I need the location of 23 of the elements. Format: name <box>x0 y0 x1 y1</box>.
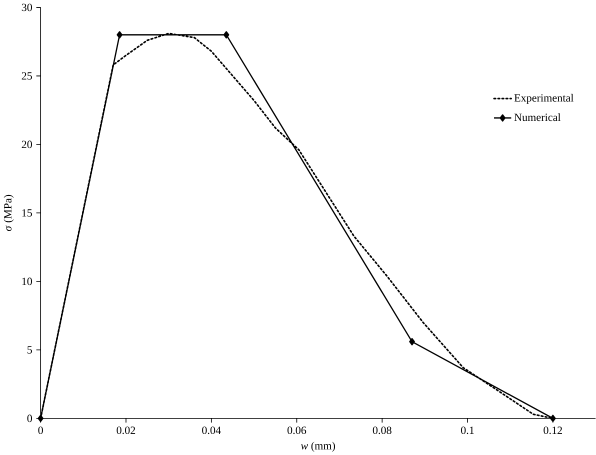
x-tick-label: 0.12 <box>544 426 562 434</box>
point <box>38 414 44 422</box>
y-tick-label: 25 <box>22 72 32 80</box>
legend-label: Experimental <box>514 94 574 104</box>
point <box>550 414 556 422</box>
x-axis-title: w (mm) <box>300 441 336 452</box>
x-tick-label: 0.1 <box>461 426 474 434</box>
x-tick-label: 0.08 <box>372 426 392 434</box>
x-tick-label: 0.06 <box>287 426 306 434</box>
point <box>223 30 230 38</box>
y-tick-label: 20 <box>22 140 32 148</box>
y-tick-label: 10 <box>22 277 32 285</box>
y-tick-label: 15 <box>22 208 32 216</box>
x-tick-label: 0.04 <box>202 426 221 434</box>
y-axis-title: σ (MPa) <box>4 194 14 231</box>
x-tick-label: 0.02 <box>116 426 136 434</box>
point <box>116 30 123 38</box>
y-tick-label: 0 <box>27 414 32 422</box>
point <box>409 338 415 346</box>
y-tick-label: 30 <box>22 3 32 11</box>
legend-label: Numerical <box>514 113 561 121</box>
y-tick-label: 5 <box>28 346 32 354</box>
x-tick-label: 0 <box>38 426 43 434</box>
